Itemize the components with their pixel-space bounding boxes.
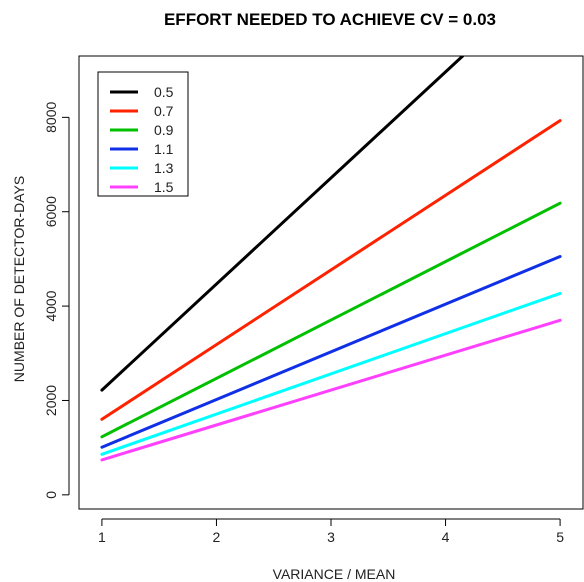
x-tick-label: 4 (442, 529, 450, 545)
x-tick-label: 2 (213, 529, 221, 545)
series-layer (100, 56, 562, 462)
series-line-0.5 (100, 56, 465, 392)
y-tick-label: 2000 (43, 385, 59, 416)
legend: 0.5 0.7 0.9 1.1 1.3 1.5 (97, 71, 189, 197)
legend-label-1.3: 1.3 (154, 160, 174, 176)
legend-label-0.9: 0.9 (154, 122, 174, 138)
series-line-0.7 (100, 119, 562, 421)
series-line-1.3 (100, 291, 562, 456)
y-axis-label: NUMBER OF DETECTOR-DAYS (11, 176, 27, 382)
y-tick-label: 4000 (43, 290, 59, 321)
y-axis: 0 2000 4000 6000 8000 (43, 102, 70, 499)
x-axis: 1 2 3 4 5 (98, 518, 564, 545)
y-tick-label: 8000 (43, 102, 59, 133)
chart-title: EFFORT NEEDED TO ACHIEVE CV = 0.03 (164, 10, 496, 29)
x-axis-label: VARIANCE / MEAN (273, 566, 396, 582)
legend-label-1.1: 1.1 (154, 141, 174, 157)
x-tick-label: 5 (556, 529, 564, 545)
y-tick-label: 6000 (43, 196, 59, 227)
series-line-1.5 (100, 318, 562, 462)
legend-label-0.7: 0.7 (154, 103, 174, 119)
legend-label-1.5: 1.5 (154, 179, 174, 195)
x-tick-label: 1 (98, 529, 106, 545)
series-line-0.9 (100, 201, 562, 439)
legend-label-0.5: 0.5 (154, 84, 174, 100)
series-line-1.1 (100, 255, 562, 449)
plot-frame (78, 55, 584, 510)
x-tick-label: 3 (327, 529, 335, 545)
y-tick-label: 0 (43, 491, 59, 499)
